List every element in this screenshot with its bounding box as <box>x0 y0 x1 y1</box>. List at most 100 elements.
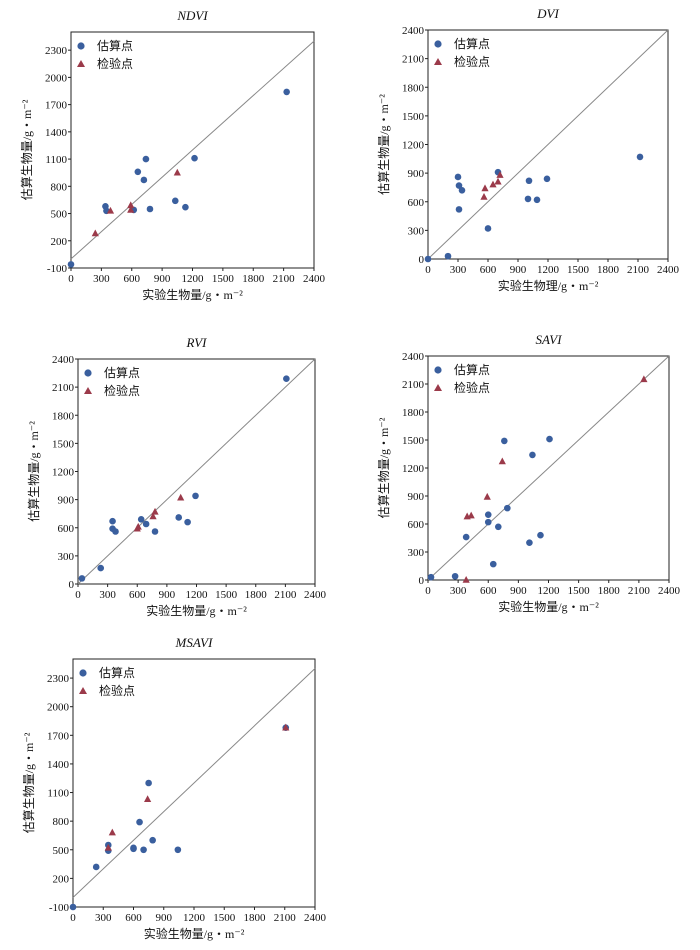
y-tick-label: 1700 <box>47 730 70 742</box>
x-tick-label: 900 <box>156 912 173 924</box>
estimate-point <box>484 511 492 518</box>
chart-msavi: MSAVI 0 300 600 900 1200 1500 1800 2100 2400 -100 2… <box>21 635 327 941</box>
estimate-point <box>546 435 553 443</box>
y-tick-label: 300 <box>58 551 75 563</box>
estimate-point <box>543 175 551 183</box>
estimate-point <box>525 177 533 185</box>
legend-estimate-label: 估算点 <box>454 36 490 51</box>
y-tick-label: 2100 <box>52 382 75 394</box>
estimate-point <box>424 255 432 263</box>
y-tick-label: 2100 <box>402 54 425 66</box>
x-tick-label: 2100 <box>273 273 296 285</box>
estimate-point <box>175 514 183 521</box>
estimate-point <box>427 573 435 581</box>
y-tick-label: 1200 <box>402 140 425 152</box>
y-tick-label: 1100 <box>45 154 67 166</box>
x-tick-label: 1500 <box>568 585 591 597</box>
y-tick-label: 2300 <box>45 45 68 57</box>
x-tick-label: 1200 <box>186 589 209 601</box>
y-tick-label: 300 <box>408 547 425 559</box>
y-tick-label: 800 <box>51 181 68 193</box>
x-axis-label: 实验生物理/g・m⁻² <box>498 278 599 293</box>
legend-estimate-marker <box>434 366 442 374</box>
estimate-point <box>140 846 147 854</box>
x-tick-label: 1200 <box>538 585 561 597</box>
y-tick-label: 1400 <box>47 759 70 771</box>
estimate-point <box>451 572 459 580</box>
y-tick-label: 1200 <box>52 467 75 479</box>
y-tick-label: 200 <box>51 236 68 248</box>
x-axis-label: 实验生物量/g・m⁻² <box>142 287 243 302</box>
y-axis-label: 估算生物量/g・m⁻² <box>21 732 36 833</box>
validation-point <box>498 457 506 465</box>
x-tick-label: 600 <box>129 589 146 601</box>
y-tick-label: 800 <box>53 816 70 828</box>
y-tick-label: 0 <box>419 575 425 587</box>
estimate-point <box>174 846 182 854</box>
estimate-point <box>494 523 502 531</box>
y-tick-label: 900 <box>408 168 425 180</box>
x-tick-label: 2400 <box>658 585 681 597</box>
validation-point <box>106 206 115 214</box>
x-tick-label: 600 <box>125 912 142 924</box>
y-tick-label: 900 <box>408 491 425 503</box>
x-tick-label: 2100 <box>274 589 297 601</box>
validation-point <box>149 512 157 520</box>
legend-estimate-label: 估算点 <box>454 362 490 377</box>
estimate-point <box>140 176 148 184</box>
estimate-point <box>142 155 150 163</box>
estimate-point <box>184 518 191 526</box>
x-tick-label: 300 <box>93 273 110 285</box>
y-tick-label: 2400 <box>402 351 425 363</box>
x-tick-label: 1500 <box>212 273 235 285</box>
y-tick-label: 1400 <box>45 127 68 139</box>
estimate-point <box>489 560 497 568</box>
chart-title: DVI <box>536 6 559 21</box>
validation-point <box>151 507 159 515</box>
estimate-point <box>533 196 541 204</box>
validation-point <box>481 184 489 192</box>
x-tick-label: 2400 <box>657 264 680 276</box>
estimate-point <box>484 518 492 526</box>
x-tick-label: 1500 <box>215 589 238 601</box>
chart-ndvi: NDVI 0 300 600 900 1200 1500 1800 2100 2400 -100 20… <box>19 8 326 302</box>
x-tick-label: 2400 <box>304 912 327 924</box>
estimate-point <box>283 375 290 382</box>
legend-validation-label: 检验点 <box>97 56 133 71</box>
legend-validation-marker <box>434 384 442 391</box>
y-axis-label: 估算生物量/g・m⁻² <box>19 99 34 200</box>
validation-point <box>177 493 185 501</box>
y-tick-label: 1500 <box>402 435 425 447</box>
estimate-point <box>501 437 508 445</box>
x-axis-label: 实验生物量/g・m⁻² <box>498 599 599 614</box>
y-tick-label: 2000 <box>45 72 68 84</box>
legend-validation-marker <box>434 58 442 65</box>
x-tick-label: 0 <box>425 264 431 276</box>
y-tick-label: 2300 <box>47 673 70 685</box>
x-tick-label: 600 <box>480 264 497 276</box>
validation-point <box>640 375 648 383</box>
estimate-point <box>636 153 644 161</box>
validation-point <box>91 229 99 237</box>
legend-validation-label: 检验点 <box>104 383 140 398</box>
x-tick-label: 1800 <box>242 273 265 285</box>
estimate-point <box>526 539 533 546</box>
estimate-point <box>454 173 462 181</box>
estimate-point <box>69 903 77 911</box>
estimate-point <box>529 451 536 459</box>
y-tick-label: 1800 <box>402 407 425 419</box>
estimate-point <box>109 517 116 525</box>
y-tick-label: 500 <box>53 845 70 857</box>
x-tick-label: 2400 <box>303 273 326 285</box>
estimate-point <box>78 575 86 582</box>
estimate-point <box>171 197 179 205</box>
x-tick-label: 0 <box>70 912 76 924</box>
estimate-point <box>149 836 156 844</box>
validation-point <box>108 828 116 836</box>
x-tick-label: 900 <box>510 585 527 597</box>
x-tick-label: 300 <box>95 912 112 924</box>
x-tick-label: 900 <box>154 273 171 285</box>
y-tick-label: -100 <box>49 902 70 914</box>
estimate-point <box>146 205 154 213</box>
